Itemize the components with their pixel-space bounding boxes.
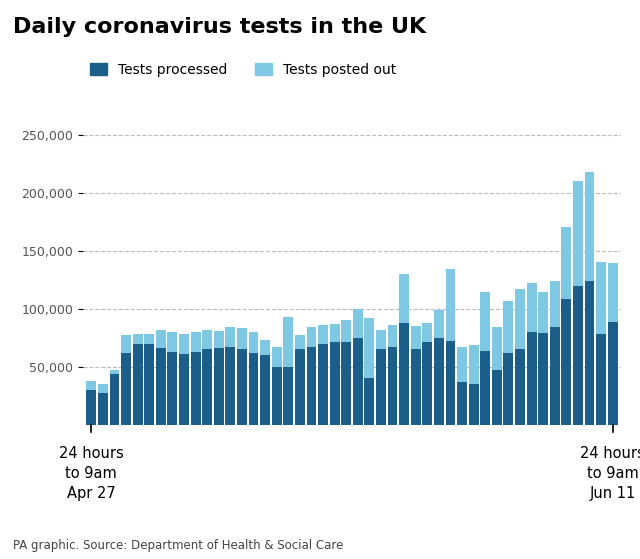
Bar [515, 349, 525, 425]
Bar [492, 370, 502, 425]
Bar [353, 309, 363, 338]
Text: Daily coronavirus tests in the UK: Daily coronavirus tests in the UK [13, 17, 426, 37]
Bar [561, 228, 572, 300]
Bar [468, 345, 479, 384]
Bar [121, 335, 131, 353]
Bar [121, 353, 131, 425]
Bar [295, 349, 305, 425]
Bar [272, 367, 282, 425]
Bar [214, 331, 224, 348]
Bar [109, 370, 120, 374]
Bar [504, 301, 513, 353]
Text: 24 hours
to 9am
Apr 27: 24 hours to 9am Apr 27 [59, 446, 124, 500]
Bar [168, 332, 177, 352]
Bar [376, 330, 386, 349]
Bar [353, 338, 363, 425]
Bar [109, 374, 120, 425]
Bar [527, 283, 536, 332]
Bar [248, 332, 259, 353]
Bar [156, 348, 166, 425]
Bar [399, 323, 409, 425]
Bar [434, 310, 444, 338]
Bar [202, 330, 212, 349]
Bar [434, 338, 444, 425]
Bar [272, 347, 282, 367]
Bar [550, 328, 560, 425]
Bar [156, 330, 166, 348]
Bar [480, 292, 490, 350]
Bar [260, 355, 270, 425]
Bar [457, 382, 467, 425]
Text: 24 hours
to 9am
Jun 11: 24 hours to 9am Jun 11 [580, 446, 640, 500]
Bar [179, 354, 189, 425]
Bar [341, 343, 351, 425]
Bar [284, 317, 293, 367]
Bar [399, 274, 409, 323]
Bar [608, 321, 618, 425]
Bar [98, 394, 108, 425]
Bar [132, 344, 143, 425]
Bar [584, 172, 595, 281]
Bar [445, 269, 456, 341]
Bar [527, 332, 536, 425]
Bar [388, 325, 397, 347]
Bar [214, 348, 224, 425]
Bar [480, 350, 490, 425]
Bar [225, 328, 236, 347]
Bar [388, 347, 397, 425]
Bar [538, 292, 548, 333]
Bar [422, 323, 432, 343]
Bar [330, 343, 340, 425]
Bar [573, 181, 583, 286]
Legend: Tests processed, Tests posted out: Tests processed, Tests posted out [90, 63, 396, 77]
Bar [445, 341, 456, 425]
Bar [411, 326, 420, 349]
Bar [307, 328, 316, 347]
Bar [168, 352, 177, 425]
Bar [364, 378, 374, 425]
Bar [608, 263, 618, 321]
Bar [318, 344, 328, 425]
Bar [411, 349, 420, 425]
Bar [550, 281, 560, 328]
Bar [191, 332, 200, 352]
Bar [422, 343, 432, 425]
Bar [284, 367, 293, 425]
Bar [132, 334, 143, 344]
Bar [584, 281, 595, 425]
Bar [596, 262, 606, 334]
Bar [98, 384, 108, 394]
Bar [248, 353, 259, 425]
Bar [330, 324, 340, 343]
Bar [457, 347, 467, 382]
Bar [515, 289, 525, 349]
Bar [492, 328, 502, 370]
Bar [596, 334, 606, 425]
Bar [538, 333, 548, 425]
Bar [504, 353, 513, 425]
Bar [318, 325, 328, 344]
Bar [179, 334, 189, 354]
Bar [468, 384, 479, 425]
Bar [202, 349, 212, 425]
Bar [237, 329, 247, 349]
Bar [86, 381, 96, 390]
Bar [561, 300, 572, 425]
Bar [144, 344, 154, 425]
Bar [86, 390, 96, 425]
Bar [376, 349, 386, 425]
Bar [260, 340, 270, 355]
Bar [237, 349, 247, 425]
Bar [144, 334, 154, 344]
Bar [307, 347, 316, 425]
Bar [191, 352, 200, 425]
Bar [341, 320, 351, 343]
Bar [364, 318, 374, 378]
Bar [295, 335, 305, 349]
Bar [573, 286, 583, 425]
Bar [225, 347, 236, 425]
Text: PA graphic. Source: Department of Health & Social Care: PA graphic. Source: Department of Health… [13, 539, 343, 552]
